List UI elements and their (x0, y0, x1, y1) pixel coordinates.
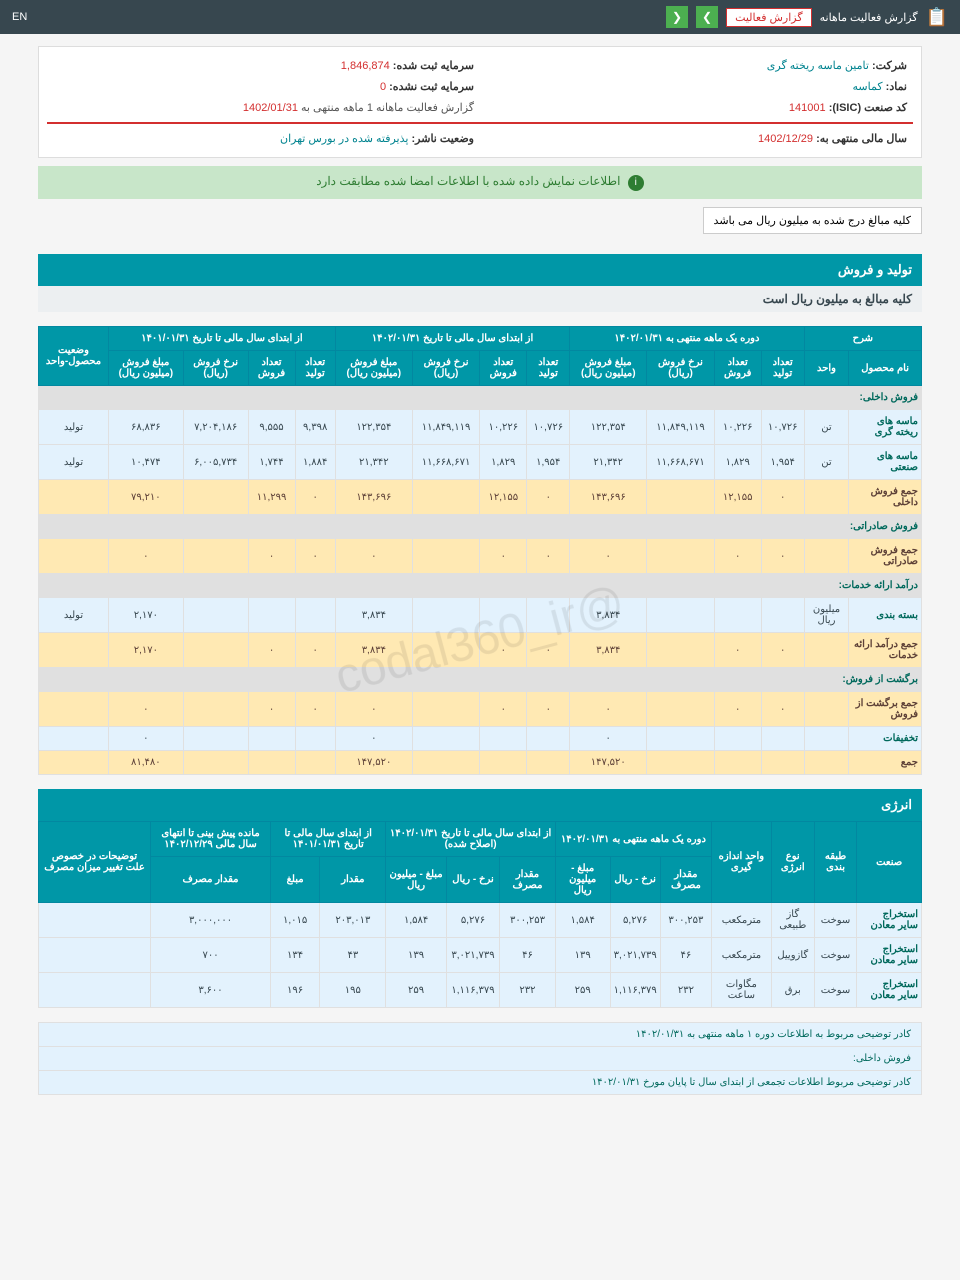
nav-next[interactable]: ❯ (696, 6, 718, 28)
energy-table: صنعت طبقه بندی نوع انرژی واحد اندازه گیر… (38, 821, 922, 1008)
currency-note: کلیه مبالغ درج شده به میلیون ریال می باش… (703, 207, 922, 234)
top-bar: 📋 گزارش فعالیت ماهانه گزارش فعالیت ❯ ❮ E… (0, 0, 960, 34)
active-report-tab[interactable]: گزارش فعالیت (726, 8, 812, 27)
match-banner: i اطلاعات نمایش داده شده با اطلاعات امضا… (38, 166, 922, 199)
page-title: گزارش فعالیت ماهانه (820, 11, 918, 24)
company-info-card: شرکت: تامین ماسه ریخته گری سرمایه ثبت شد… (38, 46, 922, 158)
section-subtitle: کلیه مبالغ به میلیون ریال است (38, 286, 922, 312)
section-title-energy: انرژی (38, 789, 922, 821)
production-sales-table: شرح دوره یک ماهه منتهی به ۱۴۰۲/۰۱/۳۱ از … (38, 326, 922, 775)
description-section: کادر توضیحی مربوط به اطلاعات دوره ۱ ماهه… (38, 1022, 922, 1095)
info-icon: i (628, 175, 644, 191)
nav-prev[interactable]: ❮ (666, 6, 688, 28)
doc-icon: 📋 (926, 7, 948, 28)
lang-toggle[interactable]: EN (12, 11, 27, 23)
section-title-production: تولید و فروش (38, 254, 922, 286)
